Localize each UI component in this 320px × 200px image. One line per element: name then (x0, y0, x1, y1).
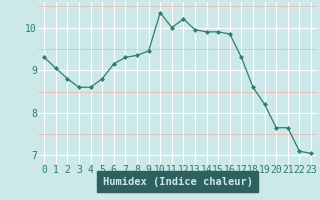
X-axis label: Humidex (Indice chaleur): Humidex (Indice chaleur) (103, 177, 252, 187)
